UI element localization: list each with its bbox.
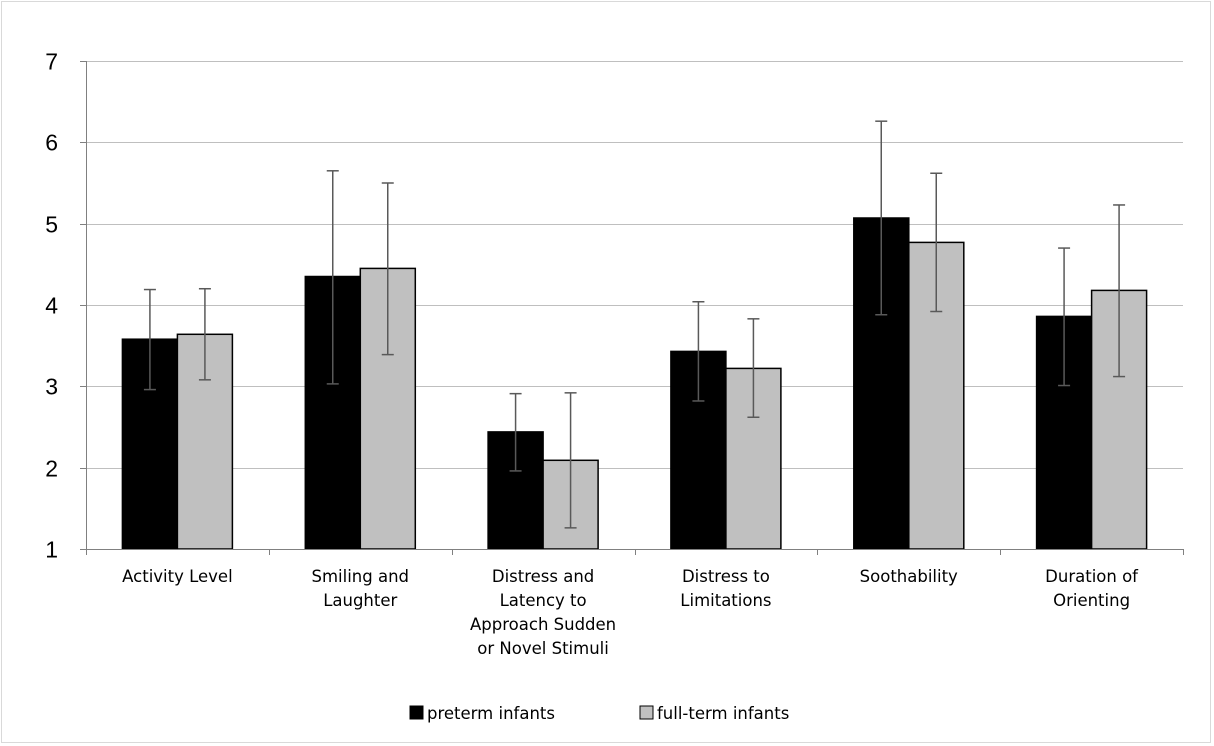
x-category-label-line: Smiling and bbox=[311, 567, 409, 586]
legend-label-full-term: full-term infants bbox=[657, 704, 789, 723]
y-tick-label: 1 bbox=[45, 537, 58, 563]
x-category-label: Distress and Latency to Approach Sudden or … bbox=[470, 567, 616, 658]
bars bbox=[121, 217, 1148, 550]
legend-swatch-preterm bbox=[409, 705, 424, 720]
x-category-label-line: Soothability bbox=[860, 567, 958, 586]
x-category-label: Duration of Orienting bbox=[1045, 567, 1139, 610]
x-category-label-line: Distress and bbox=[492, 567, 594, 586]
x-category-label-line: Distress to bbox=[682, 567, 770, 586]
x-category-label-line: Activity Level bbox=[122, 567, 233, 586]
gridlines bbox=[86, 61, 1183, 469]
x-category-label-line: or Novel Stimuli bbox=[477, 639, 609, 658]
x-category-label: Smiling and Laughter bbox=[311, 567, 409, 610]
x-category-label: Activity Level bbox=[122, 567, 233, 586]
y-tick-label: 4 bbox=[45, 293, 58, 319]
x-category-label-line: Approach Sudden bbox=[470, 615, 616, 634]
x-category-label: Soothability bbox=[860, 567, 958, 586]
x-category-labels: Activity Level Smiling and Laughter Distres… bbox=[122, 567, 1139, 658]
y-tick-labels: 1 2 3 4 5 6 7 bbox=[45, 49, 58, 563]
x-category-label-line: Duration of bbox=[1045, 567, 1139, 586]
y-tick-label: 7 bbox=[45, 49, 58, 75]
y-tick-label: 2 bbox=[45, 456, 58, 482]
y-tick-label: 3 bbox=[45, 374, 58, 400]
axes bbox=[80, 61, 1184, 555]
x-category-label-line: Laughter bbox=[323, 591, 397, 610]
y-tick-label: 6 bbox=[45, 130, 58, 156]
y-tick-label: 5 bbox=[45, 212, 58, 238]
x-category-label: Distress to Limitations bbox=[680, 567, 771, 610]
x-category-label-line: Limitations bbox=[680, 591, 771, 610]
error-bars bbox=[143, 120, 1126, 529]
legend-swatch-full-term bbox=[639, 705, 654, 720]
x-category-label-line: Latency to bbox=[500, 591, 587, 610]
x-category-label-line: Orienting bbox=[1053, 591, 1130, 610]
legend-label-preterm: preterm infants bbox=[427, 704, 555, 723]
legend: preterm infants full-term infants bbox=[409, 704, 789, 723]
